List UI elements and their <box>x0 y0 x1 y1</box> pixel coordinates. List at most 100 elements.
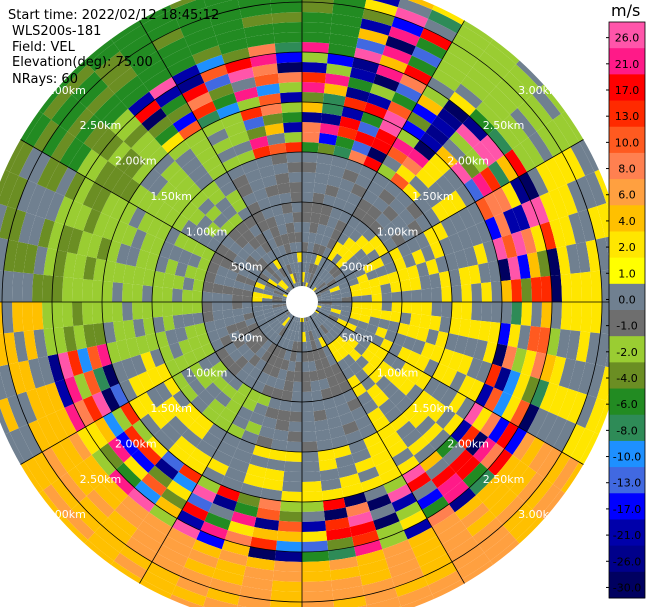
velocity-cell <box>348 348 362 362</box>
velocity-cell <box>217 146 237 164</box>
velocity-cell <box>466 357 483 380</box>
velocity-cell <box>492 237 508 261</box>
velocity-cell <box>435 174 456 197</box>
velocity-cell <box>438 316 452 334</box>
velocity-cell <box>326 375 339 388</box>
velocity-cell <box>287 162 302 173</box>
colorbar-tick-label: 17.0 <box>615 84 640 97</box>
velocity-cell <box>192 346 207 362</box>
velocity-cell <box>323 83 348 97</box>
velocity-cell <box>146 196 165 217</box>
velocity-cell <box>425 124 450 146</box>
velocity-cell <box>466 510 497 537</box>
velocity-cell <box>487 128 513 156</box>
velocity-cell <box>50 442 76 473</box>
velocity-cell <box>520 227 537 255</box>
velocity-cell <box>317 244 327 257</box>
velocity-cell <box>429 315 442 332</box>
azimuth-spoke <box>139 20 303 303</box>
velocity-cell <box>471 302 482 321</box>
velocity-cell <box>302 590 334 602</box>
velocity-cell <box>235 320 248 331</box>
velocity-cell <box>236 439 256 455</box>
velocity-cell <box>113 320 126 342</box>
velocity-cell <box>203 596 238 607</box>
velocity-cell <box>419 314 432 330</box>
velocity-cell <box>203 0 233 8</box>
velocity-cell <box>342 249 355 262</box>
velocity-cell <box>128 207 147 229</box>
velocity-cell <box>363 102 388 120</box>
velocity-cell <box>0 203 8 233</box>
velocity-cell <box>101 475 129 503</box>
velocity-cell <box>471 283 482 302</box>
velocity-cell <box>154 382 173 402</box>
velocity-cell <box>302 461 320 472</box>
velocity-cell <box>316 223 327 236</box>
velocity-cell <box>153 153 175 175</box>
velocity-cell <box>237 96 261 112</box>
velocity-cell <box>111 220 129 244</box>
velocity-cell <box>302 82 325 94</box>
velocity-cell <box>42 274 54 302</box>
velocity-cell <box>122 264 136 285</box>
velocity-cell <box>202 431 222 450</box>
velocity-cell <box>242 397 258 412</box>
velocity-cell <box>360 18 392 36</box>
velocity-cell <box>350 405 367 421</box>
velocity-cell <box>54 379 74 408</box>
velocity-cell <box>287 360 296 372</box>
velocity-cell <box>313 277 323 288</box>
velocity-cell <box>455 397 476 420</box>
velocity-cell <box>517 101 545 132</box>
velocity-cell <box>412 102 438 125</box>
velocity-cell <box>280 233 290 245</box>
velocity-cell <box>192 279 205 292</box>
velocity-cell <box>24 113 52 147</box>
velocity-cell <box>213 318 226 330</box>
velocity-cell <box>339 331 351 343</box>
velocity-cell <box>71 502 102 533</box>
velocity-cell <box>52 302 64 329</box>
velocity-cell <box>422 85 449 108</box>
velocity-cell <box>7 175 28 210</box>
colorbar-band <box>609 519 645 547</box>
velocity-cell <box>463 178 484 202</box>
range-label: 1.50km <box>150 190 192 203</box>
velocity-cell <box>283 349 292 361</box>
velocity-cell <box>428 9 462 34</box>
velocity-cell <box>154 458 179 480</box>
velocity-cell <box>431 287 442 302</box>
velocity-cell <box>12 271 24 302</box>
velocity-cell <box>454 249 469 269</box>
velocity-cell <box>46 162 69 193</box>
velocity-cell <box>235 221 250 236</box>
velocity-cell <box>369 83 396 102</box>
velocity-cell <box>353 539 383 557</box>
velocity-cell <box>277 281 288 291</box>
velocity-cell <box>305 262 311 273</box>
velocity-cell <box>155 222 173 241</box>
velocity-cell <box>472 59 503 87</box>
velocity-cell <box>457 375 476 397</box>
velocity-cell <box>197 110 221 129</box>
velocity-cell <box>157 544 189 567</box>
velocity-cell <box>83 454 109 483</box>
colorbar-tick-label: 0.0 <box>618 293 636 306</box>
velocity-cell <box>343 237 356 250</box>
velocity-cell <box>302 2 334 14</box>
velocity-cell <box>267 278 278 287</box>
velocity-cell <box>148 407 169 430</box>
velocity-cell <box>331 268 343 279</box>
velocity-cell <box>466 67 497 94</box>
velocity-cell <box>348 439 368 455</box>
velocity-cell <box>20 462 44 494</box>
velocity-cell <box>275 324 285 335</box>
velocity-cell <box>423 377 441 397</box>
velocity-cell <box>447 392 467 414</box>
velocity-cell <box>448 268 462 287</box>
velocity-cell <box>302 72 327 84</box>
velocity-cell <box>190 395 209 414</box>
velocity-cell <box>232 448 253 464</box>
velocity-cell <box>26 184 47 216</box>
